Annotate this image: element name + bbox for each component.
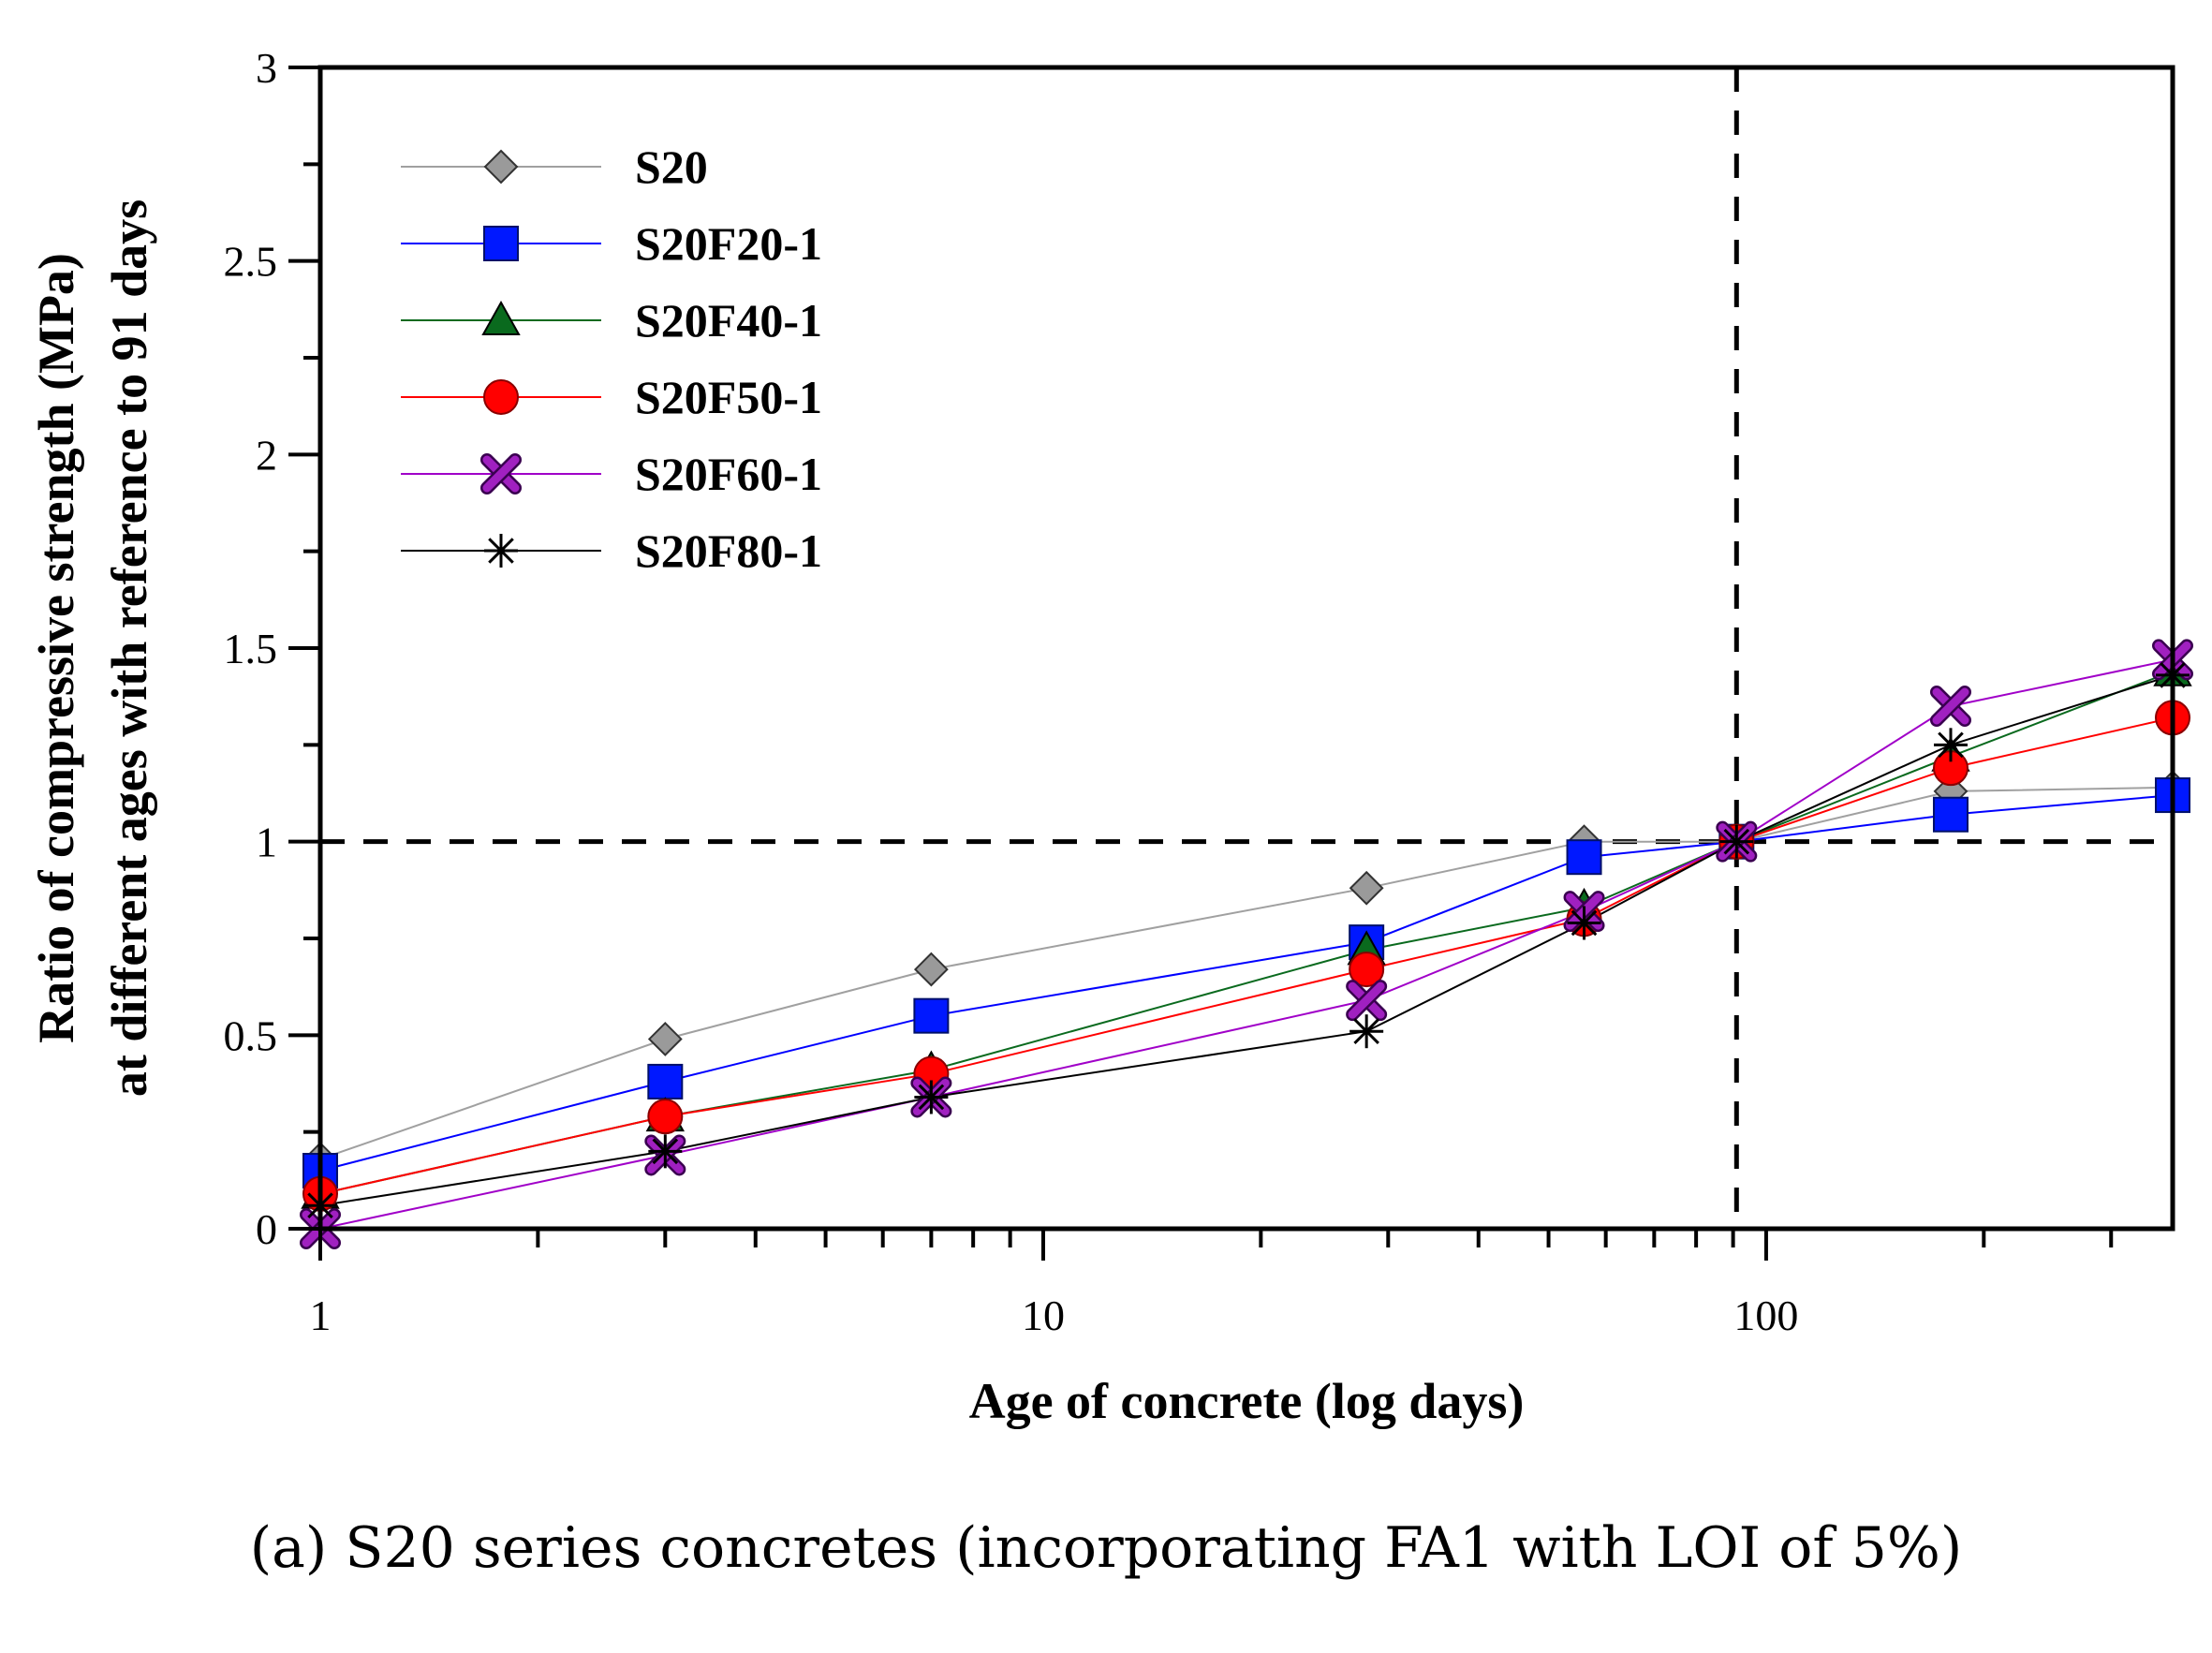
data-point (1349, 952, 1385, 988)
series-line (319, 670, 2174, 1195)
markers-s20f40-1 (301, 651, 2192, 1209)
data-point (648, 1134, 683, 1169)
y-tick-label: 1 (256, 819, 277, 866)
data-point (1349, 870, 1384, 906)
y-axis-title-line-2: at different ages with reference to 91 d… (101, 199, 157, 1097)
data-point (1567, 906, 1601, 940)
data-point (913, 997, 950, 1034)
legend-label: S20 (635, 140, 708, 193)
legend-label: S20F50-1 (635, 371, 822, 423)
series-s20f40-1 (319, 670, 2174, 1195)
legend-item: S20 (401, 140, 708, 193)
data-point (913, 952, 949, 987)
data-point (914, 1080, 949, 1114)
series-line (319, 658, 2174, 1230)
data-point (1346, 980, 1388, 1022)
y-tick-label: 0 (256, 1205, 277, 1253)
markers-s20 (302, 770, 2190, 1177)
x-tick-label: 100 (1733, 1291, 1798, 1339)
series-line (319, 786, 2174, 1160)
y-tick-label: 2.5 (224, 238, 278, 286)
legend-item: S20F60-1 (401, 448, 822, 500)
legend-label: S20F60-1 (635, 448, 822, 500)
x-tick-label: 1 (310, 1291, 332, 1339)
legend-label: S20F40-1 (635, 294, 822, 347)
markers-s20f80-1 (303, 657, 2190, 1223)
series-s20f60-1 (319, 658, 2174, 1230)
data-point (1933, 728, 1968, 762)
data-point (1566, 839, 1602, 876)
legend-label: S20F20-1 (635, 217, 822, 270)
data-point (647, 1063, 684, 1100)
series-layer (300, 639, 2193, 1249)
data-point (1932, 796, 1969, 833)
data-point (1349, 1014, 1384, 1049)
x-tick-label: 10 (1022, 1291, 1065, 1339)
y-tick-label: 0.5 (224, 1011, 278, 1059)
plot-frame (317, 65, 2175, 1232)
y-tick-label: 3 (256, 44, 277, 92)
legend-item: S20F50-1 (401, 371, 822, 423)
figure-caption: (a) S20 series concretes (incorporating … (249, 1515, 1963, 1581)
legend-marker (484, 534, 518, 568)
legend-item: S20F20-1 (401, 217, 822, 270)
series-s20f50-1 (319, 716, 2174, 1195)
series-s20 (319, 786, 2174, 1160)
y-axis-title-line-1: Ratio of compressive strength (MPa) (28, 253, 84, 1043)
axes: 0 0.5 1 1.5 2 2.5 3 1 10 100 (224, 44, 2114, 1339)
data-point (647, 1099, 684, 1135)
y-tick-label: 2 (256, 431, 277, 479)
x-axis-title: Age of concrete (log days) (969, 1373, 1525, 1429)
legend-marker (483, 149, 519, 184)
series-s20f20-1 (319, 794, 2174, 1172)
legend-marker (481, 300, 521, 335)
data-point (647, 1022, 683, 1056)
data-point (1719, 824, 1754, 859)
series-line (319, 794, 2174, 1172)
legend-marker (483, 379, 519, 415)
series-line (319, 716, 2174, 1195)
series-s20f80-1 (319, 673, 2174, 1207)
reference-lines (320, 67, 2173, 1229)
legend-marker (483, 226, 519, 261)
y-tick-label: 1.5 (224, 625, 278, 672)
legend-label: S20F80-1 (635, 524, 822, 577)
data-point (1929, 686, 1971, 727)
legend-marker (480, 453, 522, 494)
legend: S20 S20F20-1 S20F40-1 S20F50-1 S20F60-1 S20F8… (401, 140, 822, 577)
legend-item: S20F80-1 (401, 524, 822, 577)
series-line (319, 673, 2174, 1207)
legend-item: S20F40-1 (401, 294, 822, 347)
